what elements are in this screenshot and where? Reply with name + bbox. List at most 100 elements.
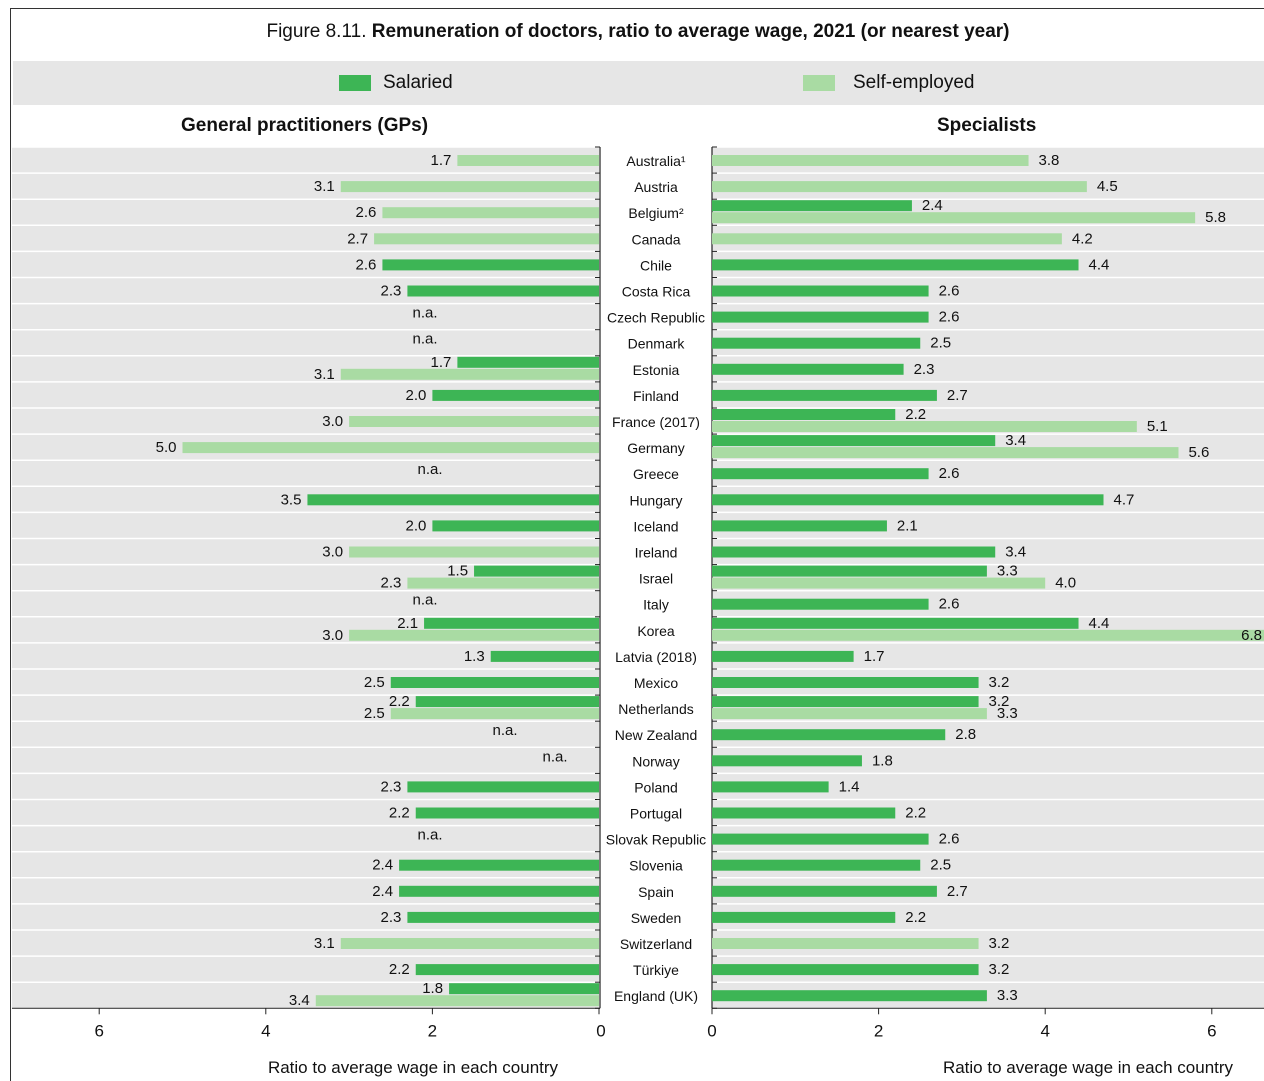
gp-data-label: 3.1 — [314, 178, 335, 195]
specialists-data-label: 2.4 — [922, 197, 943, 214]
gp-data-label: 5.0 — [156, 439, 177, 456]
specialists-data-label: 3.2 — [989, 961, 1010, 978]
specialists-bar-self-employed — [712, 212, 1196, 224]
specialists-data-label: 4.4 — [1089, 256, 1110, 273]
category-label: Latvia (2018) — [615, 649, 697, 665]
gp-bar-self-employed — [340, 368, 599, 380]
gp-data-label: 2.3 — [381, 909, 402, 926]
gp-bar-self-employed — [457, 155, 599, 166]
legend-swatch-self-employed — [803, 75, 835, 91]
gp-data-label: 2.7 — [347, 230, 368, 247]
specialists-data-label: 5.8 — [1205, 209, 1226, 226]
gp-data-label: 3.4 — [289, 992, 310, 1009]
specialists-bar-self-employed — [712, 421, 1137, 432]
figure-label: Figure 8.11. — [266, 21, 367, 42]
specialists-bar-self-employed — [712, 577, 1046, 589]
figure-title: Figure 8.11. Remuneration of doctors, ra… — [11, 21, 1264, 43]
specialists-x-tick-label: 0 — [707, 1021, 716, 1040]
specialists-bar-salaried — [712, 363, 904, 375]
gp-bar-salaried — [399, 885, 599, 897]
gp-bar-self-employed — [349, 416, 599, 427]
specialists-data-label: 2.7 — [947, 387, 968, 404]
gp-bar-self-employed — [315, 995, 599, 1007]
gp-x-tick-label: 4 — [261, 1021, 270, 1040]
specialists-data-label: 4.5 — [1097, 178, 1118, 195]
specialists-bar-salaried — [712, 546, 996, 558]
specialists-data-label: 1.8 — [872, 752, 893, 769]
specialists-bar-self-employed — [712, 233, 1062, 245]
specialists-data-label: 3.4 — [1005, 432, 1026, 449]
specialists-bar-salaried — [712, 650, 854, 662]
gp-na-label: n.a. — [542, 748, 567, 765]
specialists-bar-self-employed — [712, 708, 987, 720]
specialists-data-label: 2.1 — [897, 517, 918, 534]
specialists-bar-self-employed — [712, 938, 979, 949]
gp-data-label: 2.2 — [389, 693, 410, 710]
specialists-bar-salaried — [712, 990, 987, 1002]
specialists-x-axis-title: Ratio to average wage in each country — [943, 1058, 1234, 1077]
category-label: Ireland — [635, 545, 678, 561]
gp-bar-self-employed — [382, 207, 599, 219]
gp-data-label: 1.7 — [431, 354, 452, 371]
specialists-bar-salaried — [712, 964, 979, 976]
gp-data-label: 2.0 — [406, 517, 427, 534]
gp-bar-self-employed — [349, 546, 599, 558]
specialists-bar-salaried — [712, 807, 896, 819]
category-label: Austria — [634, 179, 678, 195]
specialists-bar-salaried — [712, 781, 829, 793]
specialists-bar-salaried — [712, 885, 937, 897]
category-label: Iceland — [633, 518, 678, 534]
gp-bar-salaried — [415, 696, 599, 708]
specialists-data-label: 2.5 — [930, 335, 951, 352]
category-label: Estonia — [633, 362, 680, 378]
gp-x-tick-label: 2 — [428, 1021, 437, 1040]
gp-bar-salaried — [307, 494, 599, 506]
gp-data-label: 2.1 — [397, 615, 418, 632]
specialists-bar-salaried — [712, 565, 987, 577]
specialists-bar-salaried — [712, 729, 946, 741]
gp-bar-salaried — [474, 565, 599, 577]
specialists-bar-salaried — [712, 859, 921, 871]
gp-data-label: 2.2 — [389, 961, 410, 978]
category-label: Australia¹ — [626, 153, 685, 169]
category-label: Spain — [638, 884, 674, 900]
specialists-data-label: 3.2 — [989, 693, 1010, 710]
specialists-data-label: 2.7 — [947, 883, 968, 900]
legend-swatch-salaried — [339, 75, 371, 91]
gp-data-label: 1.8 — [422, 980, 443, 997]
specialists-bar-salaried — [712, 389, 937, 401]
specialists-data-label: 2.5 — [930, 857, 951, 874]
gp-na-label: n.a. — [492, 722, 517, 739]
specialists-bar-salaried — [712, 435, 996, 447]
specialists-bar-salaried — [712, 200, 912, 212]
specialists-data-label: 3.8 — [1039, 152, 1060, 169]
specialists-data-label: 2.2 — [905, 909, 926, 926]
specialists-data-label: 2.6 — [939, 465, 960, 482]
specialists-bar-self-employed — [712, 447, 1179, 459]
gp-data-label: 2.5 — [364, 705, 385, 722]
specialists-data-label: 3.3 — [997, 705, 1018, 722]
category-label: Finland — [633, 388, 679, 404]
gp-data-label: 2.2 — [389, 805, 410, 822]
category-label: Netherlands — [618, 701, 694, 717]
specialists-data-label: 2.6 — [939, 596, 960, 613]
category-label: Chile — [640, 257, 672, 273]
specialists-bar-salaried — [712, 285, 929, 297]
gp-na-label: n.a. — [412, 305, 437, 322]
gp-data-label: 3.0 — [322, 627, 343, 644]
gp-na-label: n.a. — [417, 827, 442, 844]
specialists-x-tick-label: 6 — [1207, 1021, 1216, 1040]
category-label: Greece — [633, 466, 679, 482]
legend: Salaried Self-employed — [13, 61, 1264, 105]
gp-x-tick-label: 6 — [94, 1021, 103, 1040]
category-label: Sweden — [631, 910, 682, 926]
specialists-data-label: 2.6 — [939, 309, 960, 326]
specialists-bar-salaried — [712, 755, 862, 767]
category-label: Italy — [643, 597, 669, 613]
gp-bar-salaried — [415, 807, 599, 819]
gp-data-label: 2.6 — [356, 204, 377, 221]
gp-bar-self-employed — [340, 181, 599, 193]
gp-bar-self-employed — [182, 442, 599, 454]
gp-bar-salaried — [449, 983, 599, 995]
